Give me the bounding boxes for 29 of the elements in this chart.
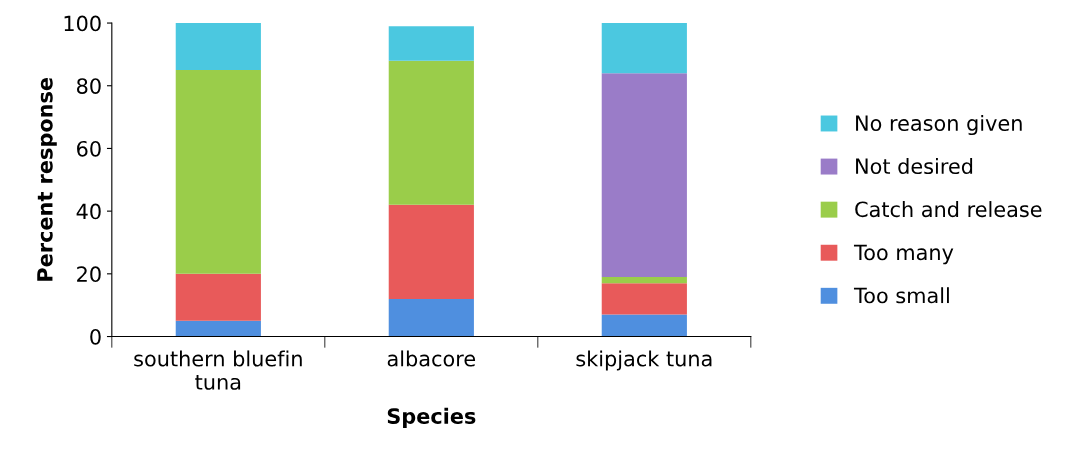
x-axis-title: Species (387, 407, 476, 428)
x-tick-label: skipjack tuna (576, 350, 712, 371)
y-tick-label: 60 (77, 140, 101, 157)
x-tick-label: southern bluefin tuna (134, 350, 302, 390)
bar (175, 70, 261, 274)
x-tick-label: albacore (387, 350, 476, 367)
y-tick-label: 40 (76, 203, 101, 220)
bar (388, 60, 474, 205)
y-tick-label: 100 (64, 15, 101, 32)
legend-label: No reason given (856, 114, 1022, 136)
bar (601, 314, 687, 337)
legend-label: Not desired (856, 157, 973, 175)
bar (601, 23, 687, 74)
bar (175, 320, 261, 337)
legend-label: Catch and release (855, 201, 1042, 218)
y-tick-label: 20 (77, 266, 101, 283)
bar (388, 298, 474, 337)
bar (175, 23, 261, 71)
legend-label: Too many (853, 244, 954, 265)
bar (388, 26, 474, 61)
y-tick-label: 80 (77, 78, 101, 94)
y-axis-title: Percent response (37, 78, 57, 281)
bar (175, 273, 261, 321)
y-tick-label: 0 (90, 328, 101, 345)
bar (601, 276, 687, 284)
bar (388, 204, 474, 299)
legend-label: Too small (853, 287, 949, 304)
bar (601, 283, 687, 315)
bar (601, 73, 687, 277)
